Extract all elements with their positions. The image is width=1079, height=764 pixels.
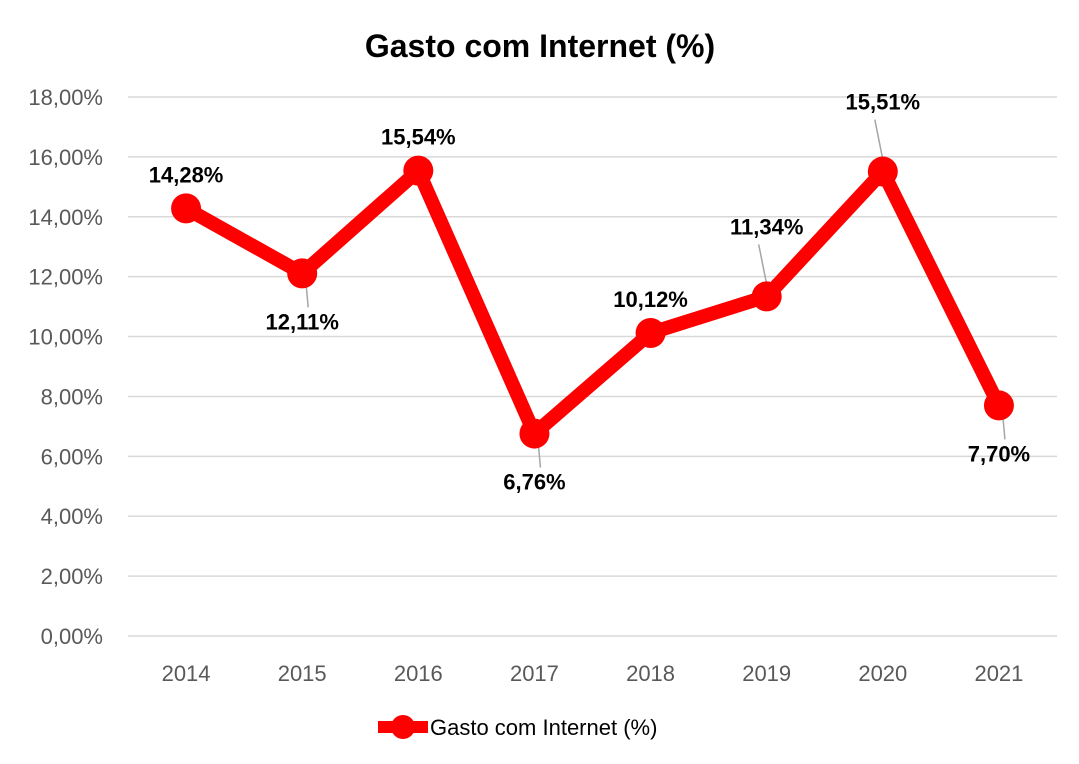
data-point <box>171 193 202 224</box>
legend-swatch-marker <box>391 715 415 739</box>
leader-line <box>757 244 768 285</box>
y-tick-label: 8,00% <box>41 384 103 409</box>
y-tick-label: 6,00% <box>41 444 103 469</box>
y-tick-label: 0,00% <box>41 624 103 649</box>
data-label: 14,28% <box>149 162 224 187</box>
data-point <box>519 418 550 449</box>
data-label: 15,51% <box>846 90 921 115</box>
legend-label: Gasto com Internet (%) <box>430 715 657 740</box>
y-tick-label: 14,00% <box>28 205 103 230</box>
legend: Gasto com Internet (%) <box>378 715 657 740</box>
series <box>171 155 1014 449</box>
x-tick-label: 2020 <box>858 661 907 686</box>
data-point <box>403 155 434 186</box>
data-label: 11,34% <box>730 214 803 239</box>
data-label: 12,11% <box>265 309 338 334</box>
x-tick-label: 2017 <box>510 661 559 686</box>
y-tick-label: 10,00% <box>28 325 103 350</box>
data-point <box>867 156 898 187</box>
leader-line <box>537 445 542 468</box>
data-label: 7,70% <box>968 441 1030 466</box>
y-tick-label: 12,00% <box>28 265 103 290</box>
y-tick-label: 2,00% <box>41 564 103 589</box>
gridlines <box>128 96 1057 637</box>
x-tick-label: 2019 <box>742 661 791 686</box>
data-point <box>983 390 1014 421</box>
y-tick-label: 4,00% <box>41 504 103 529</box>
leader-line <box>1002 417 1006 440</box>
data-point <box>751 281 782 312</box>
leader-line <box>874 119 884 160</box>
y-axis-ticks: 0,00% 2,00% 4,00% 6,00% 8,00% 10,00% 12,00% 14,… <box>28 85 103 649</box>
data-label-leaders <box>305 119 1006 468</box>
x-tick-label: 2014 <box>162 661 211 686</box>
series-line <box>179 163 1006 441</box>
data-labels: 14,28% 12,11% 15,54% 6,76% 10,12% 11,34% 15,51… <box>149 90 1030 495</box>
x-tick-label: 2018 <box>626 661 675 686</box>
x-tick-label: 2015 <box>278 661 327 686</box>
data-label: 15,54% <box>381 125 456 150</box>
y-tick-label: 18,00% <box>28 85 103 110</box>
x-tick-label: 2016 <box>394 661 443 686</box>
x-axis-ticks: 2014 2015 2016 2017 2018 2019 2020 2021 <box>162 661 1024 686</box>
data-label: 6,76% <box>503 470 565 495</box>
y-tick-label: 16,00% <box>28 145 103 170</box>
chart-title: Gasto com Internet (%) <box>365 28 715 64</box>
data-label: 10,12% <box>613 287 688 312</box>
data-point <box>635 317 666 348</box>
leader-line <box>305 285 309 308</box>
data-point <box>287 258 318 289</box>
x-tick-label: 2021 <box>974 661 1023 686</box>
